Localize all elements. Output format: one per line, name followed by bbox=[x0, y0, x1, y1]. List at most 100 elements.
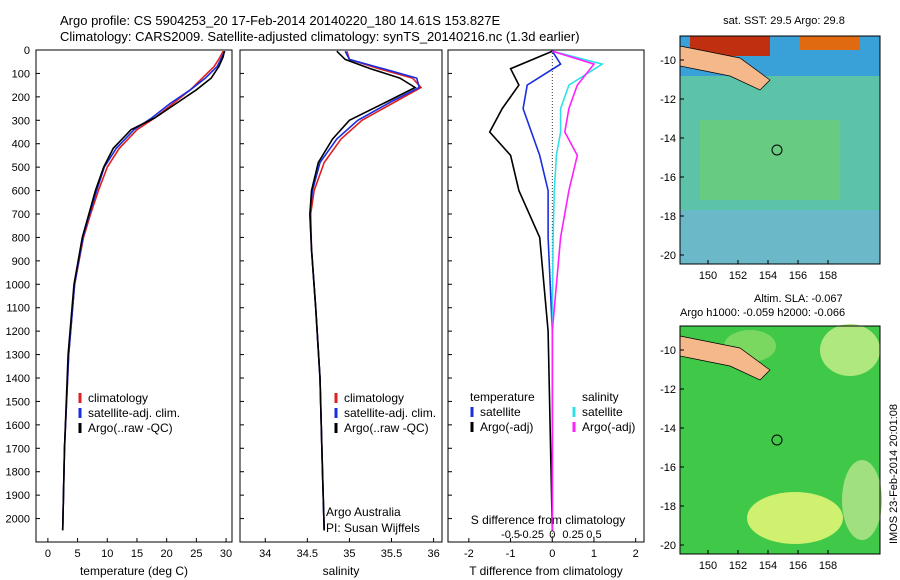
salinity-panel-frame bbox=[239, 49, 443, 543]
depth-tick-label: 800 bbox=[12, 232, 30, 244]
map-y-tick-label: -12 bbox=[660, 384, 676, 396]
depth-tick-label: 1100 bbox=[6, 303, 30, 315]
title-line-1: Argo profile: CS 5904253_20 17-Feb-2014 … bbox=[60, 13, 501, 28]
map-x-tick-label: 156 bbox=[789, 560, 807, 572]
legend-label: climatology bbox=[344, 391, 404, 405]
sst-map-hot-patch bbox=[690, 36, 770, 56]
depth-tick-label: 1400 bbox=[6, 373, 30, 385]
map-x-tick-label: 154 bbox=[759, 270, 777, 282]
depth-tick-label: 1000 bbox=[6, 279, 30, 291]
depth-tick-label: 600 bbox=[12, 186, 30, 198]
x-tick-label: 5 bbox=[75, 548, 81, 560]
sst-argo-location-marker bbox=[771, 144, 783, 156]
depth-tick-label: 400 bbox=[12, 139, 30, 151]
map-x-tick-label: 158 bbox=[819, 270, 837, 282]
depth-tick-label: 500 bbox=[12, 162, 30, 174]
title-line-2: Climatology: CARS2009. Satellite-adjuste… bbox=[60, 29, 580, 44]
sla-map-light-blob bbox=[747, 492, 843, 544]
x-tick-label: 35 bbox=[343, 548, 355, 560]
series-layer bbox=[61, 50, 605, 531]
depth-tick-label: 0 bbox=[24, 45, 30, 57]
x-tick-label-top: 0.5 bbox=[586, 529, 601, 541]
map-x-tick-label: 150 bbox=[699, 560, 717, 572]
map-y-tick-label: -14 bbox=[660, 423, 676, 435]
depth-tick-label: 200 bbox=[12, 92, 30, 104]
map-y-tick-label: -16 bbox=[660, 172, 676, 184]
x-tick-label: 34.5 bbox=[297, 548, 318, 560]
x-tick-label-top: 0.25 bbox=[562, 529, 583, 541]
legend-temperature-title: temperature bbox=[470, 390, 535, 404]
map-x-tick-label: 154 bbox=[759, 560, 777, 572]
sla-map-frame bbox=[679, 325, 881, 555]
sst-map bbox=[679, 35, 881, 265]
sst-map-green-region bbox=[700, 120, 840, 200]
x-tick-label-top: 0 bbox=[549, 529, 555, 541]
map-y-tick-label: -20 bbox=[660, 250, 676, 262]
sst-map-coastline bbox=[679, 45, 771, 91]
series-line bbox=[551, 50, 596, 531]
depth-tick-label: 1600 bbox=[6, 420, 30, 432]
map-x-tick-label: 152 bbox=[729, 560, 747, 572]
x-tick-label-top: -0.25 bbox=[519, 529, 544, 541]
sla-map-title-1: Altim. SLA: -0.067 bbox=[754, 293, 843, 305]
depth-tick-label: 700 bbox=[12, 209, 30, 221]
depth-tick-label: 100 bbox=[12, 68, 30, 80]
map-x-tick-label: 156 bbox=[789, 270, 807, 282]
legend-label: Argo(-adj) bbox=[480, 420, 533, 434]
legend-label: satellite bbox=[582, 405, 623, 419]
x-tick-label: -1 bbox=[506, 548, 516, 560]
depth-tick-label: 1700 bbox=[6, 443, 30, 455]
map-y-tick-label: -16 bbox=[660, 462, 676, 474]
salinity-xlabel: salinity bbox=[323, 564, 360, 578]
x-tick-label: 2 bbox=[633, 548, 639, 560]
x-tick-label: 0 bbox=[45, 548, 51, 560]
sst-map-cool-region bbox=[680, 210, 880, 264]
sst-map-title: sat. SST: 29.5 Argo: 29.8 bbox=[723, 15, 845, 27]
x-tick-label: 35.5 bbox=[381, 548, 402, 560]
legend-label: Argo(..raw -QC) bbox=[344, 421, 429, 435]
x-tick-label: -2 bbox=[464, 548, 474, 560]
temperature-xlabel: temperature (deg C) bbox=[80, 564, 188, 578]
legend-label: Argo(-adj) bbox=[582, 420, 635, 434]
depth-tick-label: 300 bbox=[12, 115, 30, 127]
x-tick-label: 36 bbox=[427, 548, 439, 560]
series-line bbox=[488, 50, 554, 531]
series-line bbox=[522, 50, 562, 531]
series-line bbox=[61, 51, 226, 531]
x-tick-label: 15 bbox=[131, 548, 143, 560]
map-y-tick-label: -10 bbox=[660, 345, 676, 357]
tick-layer: 0100200300400500600700800900100011001200… bbox=[6, 45, 838, 572]
legend-salinity-title: salinity bbox=[582, 390, 619, 404]
series-line bbox=[309, 50, 417, 531]
difference-xlabel: T difference from climatology bbox=[469, 564, 623, 578]
temperature-panel-frame bbox=[35, 49, 233, 543]
difference-xlabel-top: S difference from climatology bbox=[471, 513, 626, 527]
x-tick-label: 1 bbox=[591, 548, 597, 560]
map-y-tick-label: -10 bbox=[660, 55, 676, 67]
sla-map-title-2: Argo h1000: -0.059 h2000: -0.066 bbox=[680, 307, 845, 319]
sla-map-coastline bbox=[679, 335, 771, 381]
x-tick-label: 30 bbox=[220, 548, 232, 560]
map-x-tick-label: 150 bbox=[699, 270, 717, 282]
x-tick-label: 10 bbox=[101, 548, 113, 560]
depth-tick-label: 1800 bbox=[6, 467, 30, 479]
salinity-annotation-2: PI: Susan Wijffels bbox=[326, 521, 420, 535]
x-tick-label: 34 bbox=[259, 548, 271, 560]
sla-argo-location-marker bbox=[771, 434, 783, 446]
map-y-tick-label: -20 bbox=[660, 540, 676, 552]
map-y-tick-label: -14 bbox=[660, 133, 676, 145]
map-x-tick-label: 158 bbox=[819, 560, 837, 572]
x-tick-label: 25 bbox=[190, 548, 202, 560]
depth-tick-label: 900 bbox=[12, 256, 30, 268]
depth-tick-label: 2000 bbox=[6, 514, 30, 526]
map-y-tick-label: -18 bbox=[660, 501, 676, 513]
depth-tick-label: 1500 bbox=[6, 396, 30, 408]
map-y-tick-label: -12 bbox=[660, 94, 676, 106]
salinity-annotation-1: Argo Australia bbox=[326, 505, 401, 519]
depth-tick-label: 1300 bbox=[6, 350, 30, 362]
legend-label: climatology bbox=[88, 391, 148, 405]
sla-map-light-blob bbox=[820, 324, 880, 376]
depth-tick-label: 1900 bbox=[6, 490, 30, 502]
